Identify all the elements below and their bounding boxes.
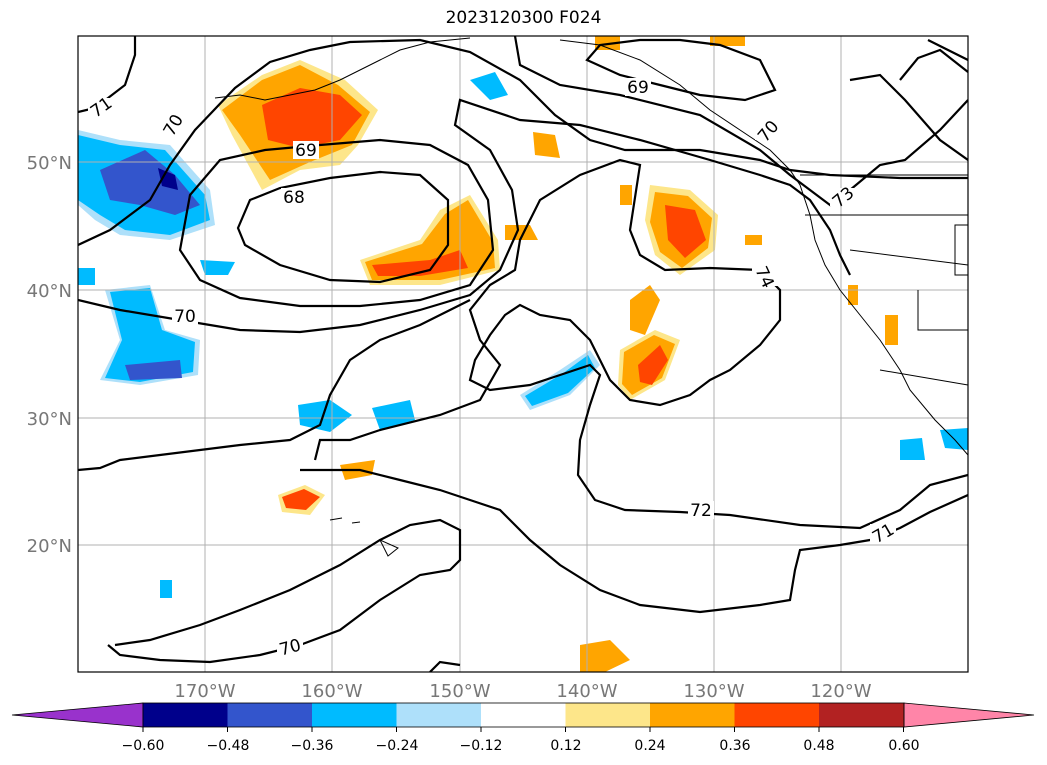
lat-label-20n: 20°N — [27, 536, 72, 557]
colorbar-segment — [227, 703, 313, 727]
height-contours — [78, 36, 968, 672]
colorbar-tick-label: 0.12 — [550, 738, 581, 754]
colorbar-tick-label: −0.60 — [122, 738, 165, 754]
colorbar-segment — [481, 703, 566, 727]
colorbar-outline — [142, 702, 905, 728]
colorbar-segment — [143, 703, 228, 727]
lon-label-140w: 140°W — [556, 681, 617, 702]
contour-label-70-west: 70 — [174, 307, 196, 327]
colorbar-segment — [312, 703, 397, 727]
colorbar-segment — [650, 703, 735, 727]
contour-label-69-ne: 69 — [627, 78, 649, 98]
colorbar-extend-min — [11, 702, 144, 728]
colorbar-tick-label: −0.36 — [291, 738, 334, 754]
lon-label-130w: 130°W — [683, 681, 744, 702]
graticule — [78, 36, 968, 672]
lon-label-170w: 170°W — [174, 681, 235, 702]
colorbar-tick-label: −0.12 — [460, 738, 503, 754]
colorbar-tick-label: 0.36 — [719, 738, 750, 754]
contour-label-69-low: 69 — [295, 141, 317, 161]
lon-label-150w: 150°W — [429, 681, 490, 702]
lat-label-40n: 40°N — [27, 281, 72, 302]
longitude-labels: 170°W 160°W 150°W 140°W 130°W 120°W — [174, 681, 871, 702]
lon-label-160w: 160°W — [301, 681, 362, 702]
colorbar-tick-label: −0.48 — [207, 738, 250, 754]
latitude-labels: 50°N 40°N 30°N 20°N — [27, 153, 72, 557]
colorbar-tick-label: 0.24 — [634, 738, 665, 754]
lon-label-120w: 120°W — [810, 681, 871, 702]
colorbar-tick-label: 0.60 — [888, 738, 919, 754]
lat-label-30n: 30°N — [27, 409, 72, 430]
lat-label-50n: 50°N — [27, 153, 72, 174]
colorbar-segment — [734, 703, 820, 727]
map-area — [78, 36, 968, 672]
colorbar-segment — [819, 703, 904, 727]
map-border — [77, 35, 969, 673]
contour-label-68-low: 68 — [283, 188, 305, 208]
colorbar-tick-label: 0.48 — [803, 738, 834, 754]
contour-label-72: 72 — [690, 501, 712, 521]
colorbar-tick-labels: −0.60 −0.48 −0.36 −0.24 −0.12 0.12 0.24 … — [122, 738, 920, 754]
colorbar-segment — [396, 703, 482, 727]
colorbar-segment — [565, 703, 651, 727]
colorbar-tick-label: −0.24 — [376, 738, 419, 754]
plot-title: 2023120300 F024 — [445, 8, 602, 28]
colorbar — [11, 702, 1035, 732]
colorbar-extend-max — [903, 702, 1035, 728]
